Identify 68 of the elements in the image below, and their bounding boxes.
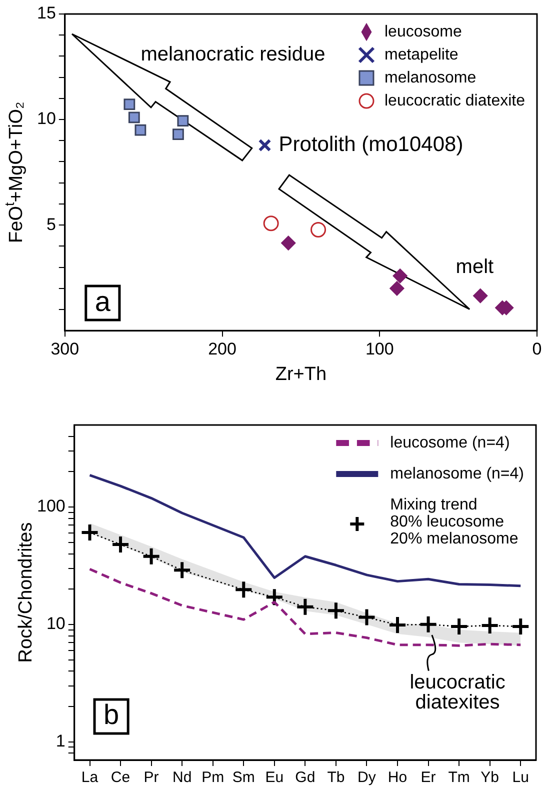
- x-tick-label: 0: [532, 339, 542, 358]
- y-tick-label: 100: [36, 496, 66, 516]
- x-tick-label: Sm: [232, 769, 255, 786]
- x-tick-label: Ce: [110, 769, 130, 786]
- x-tick-label: 300: [50, 339, 80, 358]
- legend-label: leucosome (n=4): [390, 434, 510, 452]
- point: [258, 138, 272, 152]
- y-axis-title: FeOt+MgO+TiO₂: [2, 102, 28, 243]
- point: [263, 216, 279, 232]
- y-tick-label: 5: [46, 214, 56, 234]
- point: [134, 124, 146, 136]
- y-axis-title: Rock/Chondrites: [16, 522, 37, 663]
- annotation: Protolith (mo10408): [278, 133, 464, 156]
- x-tick-label: Nd: [172, 769, 192, 786]
- x-tick-label: 100: [365, 339, 394, 358]
- x-tick-label: Tb: [327, 769, 345, 786]
- point: [511, 617, 530, 636]
- x-tick-label: Gd: [295, 769, 316, 786]
- x-tick-label: Ho: [388, 769, 408, 786]
- x-tick-label: Tm: [448, 769, 470, 786]
- y-tick-label: 1: [56, 732, 66, 751]
- x-tick-label: Pm: [202, 769, 224, 786]
- point: [124, 98, 136, 110]
- x-tick-label: Pr: [144, 769, 159, 786]
- point: [234, 580, 254, 600]
- x-tick-label: Dy: [358, 769, 376, 786]
- point: [80, 523, 100, 542]
- x-axis-title: Zr+Th: [275, 364, 327, 385]
- y-tick-label: 10: [36, 109, 56, 128]
- point: [450, 617, 469, 636]
- point: [172, 560, 192, 580]
- legend-label: melanosome (n=4): [390, 465, 524, 482]
- point: [418, 614, 438, 634]
- point: [390, 281, 404, 296]
- annotation: melanocratic residue: [140, 44, 326, 66]
- point: [480, 616, 500, 635]
- x-tick-label: La: [81, 769, 99, 786]
- x-tick-label: Er: [420, 769, 436, 786]
- annotation: a: [94, 286, 111, 317]
- legend-label: metapelite: [384, 46, 458, 64]
- point: [392, 268, 408, 284]
- y-tick-label: 10: [46, 614, 66, 634]
- point: [326, 601, 346, 620]
- point: [128, 112, 140, 124]
- point: [172, 128, 184, 140]
- legend-label: leucocratic diatexite: [384, 92, 526, 110]
- point: [281, 236, 296, 250]
- x-tick-label: Eu: [265, 769, 284, 786]
- annotation: b: [104, 699, 120, 730]
- point: [357, 608, 376, 627]
- point: [142, 546, 161, 566]
- legend-label: Mixing trend 80% leucosome 20% melanosome: [390, 496, 518, 548]
- point: [388, 615, 408, 634]
- point: [111, 534, 130, 554]
- point: [310, 222, 326, 238]
- point: [473, 288, 488, 304]
- x-tick-label: 200: [208, 339, 236, 358]
- point: [177, 115, 189, 126]
- legend-label: melanosome: [384, 69, 476, 86]
- line-series: [88, 568, 522, 647]
- annotation: melt: [456, 256, 494, 278]
- legend-label: leucosome: [384, 23, 462, 40]
- x-tick-label: Lu: [512, 769, 529, 786]
- annotation: leucocratic diatexites: [410, 672, 506, 714]
- y-tick-label: 15: [36, 4, 56, 23]
- x-tick-label: Yb: [480, 769, 500, 786]
- point: [296, 597, 315, 616]
- point: [264, 588, 284, 607]
